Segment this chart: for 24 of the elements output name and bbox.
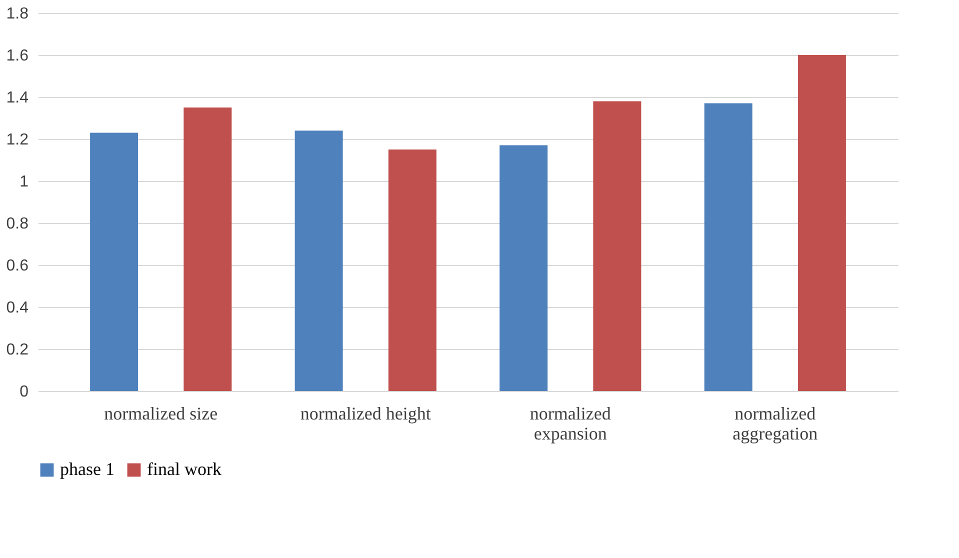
y-tick-label: 0.6 — [6, 258, 29, 274]
y-tick-label: 0.2 — [6, 342, 29, 358]
x-tick-label: normalized aggregation — [732, 404, 818, 444]
bar — [500, 145, 548, 391]
legend-label: final work — [147, 459, 222, 479]
bar — [184, 108, 232, 391]
bar — [704, 103, 752, 391]
bar — [593, 101, 642, 391]
x-tick-label: normalized size — [104, 404, 218, 424]
y-tick-label: 0 — [20, 384, 29, 400]
x-tick-label: normalized expansion — [530, 404, 611, 444]
bar — [388, 150, 436, 391]
y-tick-label: 1 — [20, 174, 29, 190]
y-tick-label: 1.2 — [6, 132, 29, 148]
y-tick-label: 1.8 — [6, 6, 29, 22]
y-tick-label: 1.6 — [6, 48, 29, 64]
y-tick-label: 0.8 — [6, 216, 29, 232]
bar — [90, 132, 138, 391]
bar — [294, 130, 343, 391]
legend-label: phase 1 — [60, 459, 114, 479]
x-tick-label: normalized height — [300, 404, 431, 424]
y-tick-label: 0.4 — [6, 300, 29, 316]
y-tick-label: 1.4 — [6, 90, 29, 106]
bar — [798, 55, 846, 391]
